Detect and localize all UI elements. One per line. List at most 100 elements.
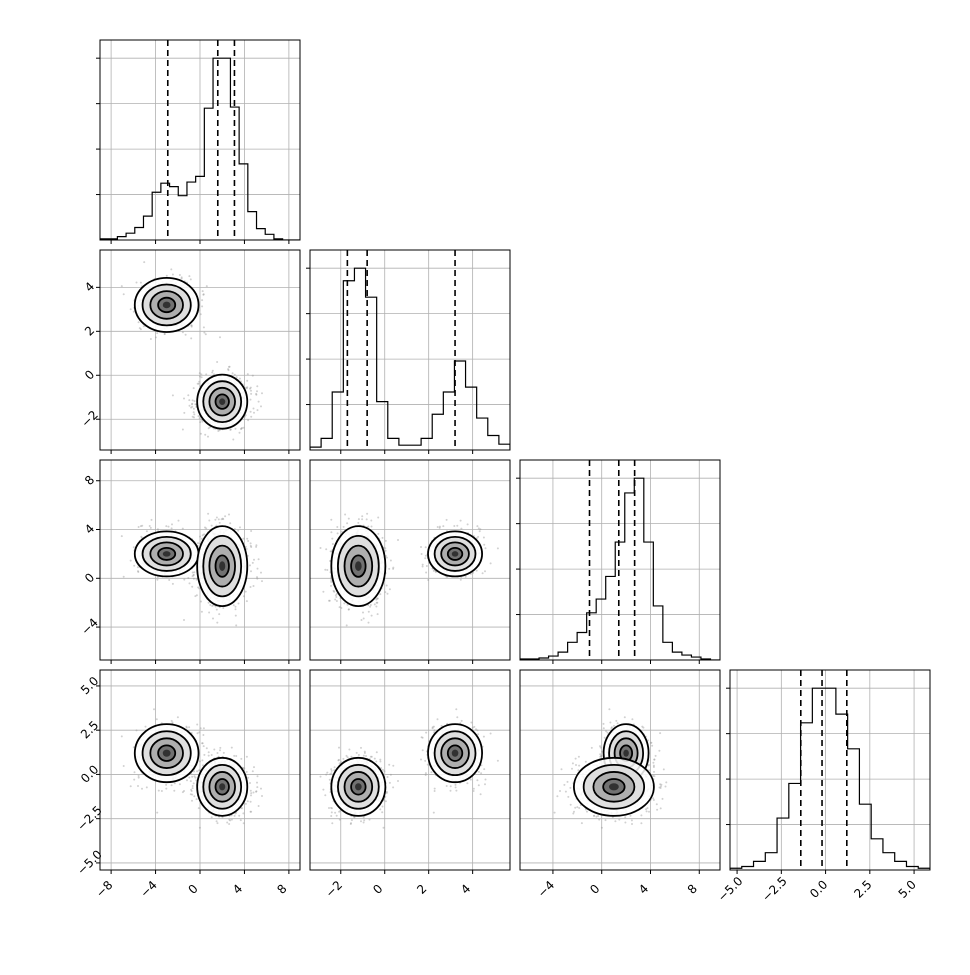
scatter-point: [203, 745, 205, 747]
scatter-point: [213, 749, 215, 751]
scatter-point: [187, 577, 189, 579]
scatter-point: [133, 546, 135, 548]
scatter-point: [246, 538, 248, 540]
scatter-point: [198, 415, 200, 417]
scatter-point: [137, 566, 139, 568]
scatter-point: [344, 514, 346, 516]
scatter-point: [188, 399, 190, 401]
scatter-point: [133, 311, 135, 313]
scatter-point: [250, 390, 252, 392]
panel-content: [520, 460, 720, 660]
scatter-point: [216, 622, 218, 624]
scatter-point: [203, 727, 205, 729]
scatter-point: [208, 602, 210, 604]
scatter-point: [420, 546, 422, 548]
scatter-point: [149, 525, 151, 527]
scatter-point: [233, 604, 235, 606]
scatter-point: [138, 321, 140, 323]
scatter-point: [188, 726, 190, 728]
scatter-point: [467, 523, 469, 525]
scatter-point: [197, 383, 199, 385]
scatter-point: [483, 537, 485, 539]
scatter-point: [182, 791, 184, 793]
scatter-point: [330, 531, 332, 533]
scatter-point: [201, 759, 203, 761]
scatter-point: [155, 336, 157, 338]
scatter-point: [217, 822, 219, 824]
scatter-point: [189, 582, 191, 584]
scatter-point: [183, 579, 185, 581]
scatter-point: [183, 398, 185, 400]
scatter-point: [348, 518, 350, 520]
scatter-point: [446, 519, 448, 521]
scatter-point: [201, 299, 203, 301]
scatter-point: [187, 394, 189, 396]
scatter-point: [203, 332, 205, 334]
scatter-point: [247, 540, 249, 542]
scatter-point: [156, 579, 158, 581]
scatter-point: [212, 370, 214, 372]
scatter-point: [245, 591, 247, 593]
scatter-point: [253, 585, 255, 587]
scatter-point: [140, 282, 142, 284]
scatter-point: [227, 368, 229, 370]
scatter-point: [172, 394, 174, 396]
scatter-point: [397, 539, 399, 541]
scatter-point: [477, 536, 479, 538]
scatter-point: [485, 547, 487, 549]
scatter-point: [199, 760, 201, 762]
scatter-point: [130, 785, 132, 787]
scatter-point: [201, 538, 203, 540]
scatter-point: [219, 522, 221, 524]
scatter-point: [240, 819, 242, 821]
scatter-point: [193, 782, 195, 784]
scatter-point: [190, 337, 192, 339]
scatter-point: [181, 276, 183, 278]
scatter-point: [207, 436, 209, 438]
scatter-point: [234, 815, 236, 817]
scatter-point: [121, 535, 123, 537]
scatter-point: [193, 574, 195, 576]
panel-1-1: [306, 250, 510, 454]
scatter-point: [235, 608, 237, 610]
scatter-point: [379, 593, 381, 595]
scatter-point: [361, 619, 363, 621]
scatter-point: [437, 526, 439, 528]
scatter-point: [250, 792, 252, 794]
scatter-point: [229, 522, 231, 524]
scatter-point: [479, 528, 481, 530]
scatter-point: [346, 624, 348, 626]
scatter-point: [250, 399, 252, 401]
scatter-point: [425, 546, 427, 548]
scatter-point: [197, 542, 199, 544]
scatter-point: [157, 528, 159, 530]
scatter-point: [146, 786, 148, 788]
scatter-point: [196, 594, 198, 596]
scatter-point: [239, 526, 241, 528]
scatter-point: [348, 609, 350, 611]
scatter-point: [439, 527, 441, 529]
scatter-point: [151, 519, 153, 521]
scatter-point: [386, 585, 388, 587]
scatter-point: [177, 716, 179, 718]
scatter-point: [235, 428, 237, 430]
scatter-point: [172, 583, 174, 585]
scatter-point: [228, 514, 230, 516]
scatter-point: [332, 543, 334, 545]
scatter-point: [246, 387, 248, 389]
scatter-point: [256, 786, 258, 788]
scatter-point: [249, 388, 251, 390]
scatter-point: [140, 536, 142, 538]
scatter-point: [387, 593, 389, 595]
scatter-point: [235, 755, 237, 757]
scatter-point: [231, 747, 233, 749]
scatter-point: [339, 606, 341, 608]
scatter-point: [337, 532, 339, 534]
scatter-point: [158, 790, 160, 792]
scatter-point: [370, 520, 372, 522]
scatter-point: [334, 599, 336, 601]
scatter-point: [130, 308, 132, 310]
scatter-point: [325, 548, 327, 550]
scatter-point: [202, 534, 204, 536]
scatter-point: [188, 777, 190, 779]
